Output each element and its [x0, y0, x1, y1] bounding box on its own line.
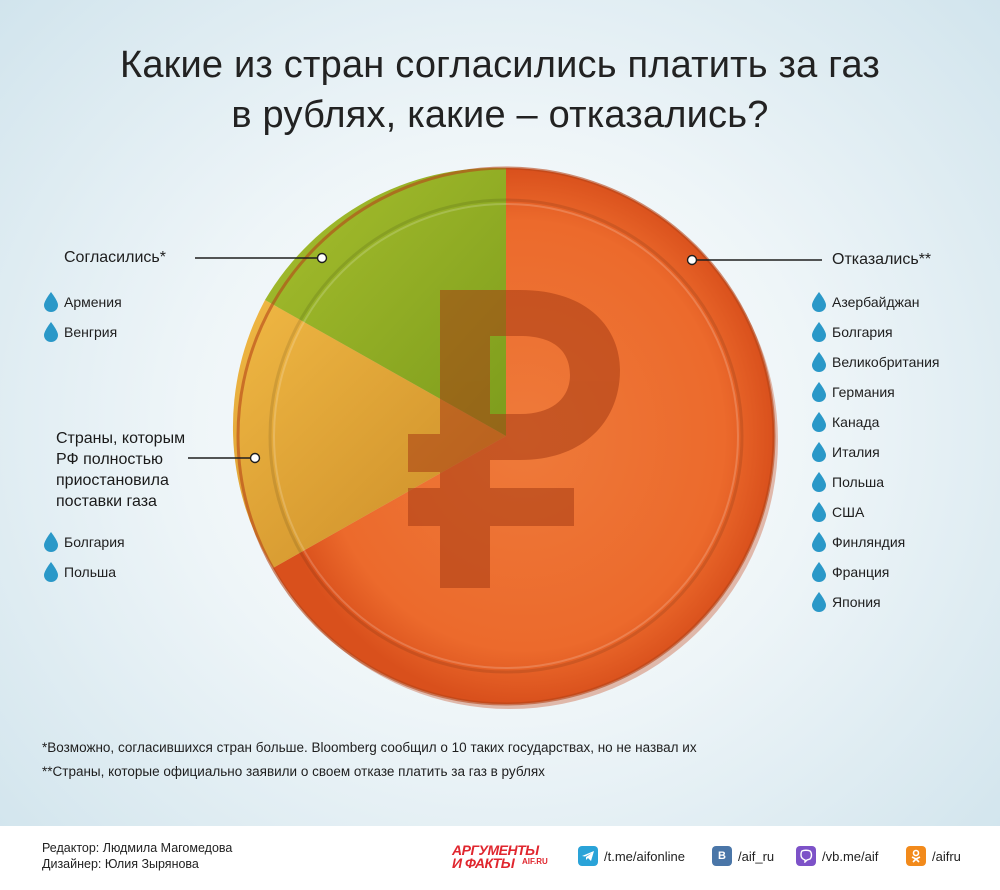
agreed-heading: Согласились*	[64, 249, 166, 266]
title-line-1: Какие из стран согласились платить за га…	[119, 44, 881, 86]
ok-icon	[906, 846, 926, 866]
logo-site: AIF.RU	[522, 857, 548, 866]
country-name: Болгария	[64, 534, 125, 550]
drop-icon	[812, 532, 826, 552]
country-item: Польша	[44, 557, 125, 587]
refused-country-list: Азербайджан Болгария Великобритания Германи…	[812, 287, 940, 617]
drop-icon	[812, 472, 826, 492]
country-name: Германия	[832, 384, 895, 400]
country-name: Канада	[832, 414, 880, 430]
stopped-country-list: Болгария Польша	[44, 527, 125, 587]
stopped-heading-line-4: поставки газа	[56, 493, 157, 510]
country-item: Италия	[812, 437, 940, 467]
country-name: Польша	[64, 564, 117, 580]
country-item: Азербайджан	[812, 287, 940, 317]
designer-credit: Дизайнер: Юлия Зырянова	[42, 857, 199, 871]
drop-icon	[812, 382, 826, 402]
leader-refused	[686, 254, 822, 266]
country-name: Польша	[832, 474, 885, 490]
country-name: Италия	[832, 444, 880, 460]
drop-icon	[44, 322, 58, 342]
viber-link[interactable]: /vb.me/aif	[796, 846, 878, 866]
stopped-heading-line-1: Страны, которым	[56, 430, 186, 447]
logo-line-2: И ФАКТЫ	[452, 855, 515, 871]
country-item: Болгария	[44, 527, 125, 557]
aif-logo[interactable]: АРГУМЕНТЫ И ФАКТЫ AIF.RU	[452, 842, 562, 872]
stopped-heading: Страны, которым РФ полностью приостанови…	[56, 428, 216, 512]
editor-credit: Редактор: Людмила Магомедова	[42, 841, 233, 855]
country-item: Финляндия	[812, 527, 940, 557]
country-name: Япония	[832, 594, 881, 610]
country-item: Великобритания	[812, 347, 940, 377]
telegram-link[interactable]: /t.me/aifonline	[578, 846, 685, 866]
vk-icon: В	[712, 846, 732, 866]
drop-icon	[812, 442, 826, 462]
stopped-heading-line-3: приостановила	[56, 472, 169, 489]
footnote-2: **Страны, которые официально заявили о с…	[42, 764, 545, 779]
viber-icon	[796, 846, 816, 866]
coin-inner-highlight	[273, 203, 739, 669]
vk-handle: /aif_ru	[738, 848, 775, 864]
country-name: Болгария	[832, 324, 893, 340]
coin-inner-ring	[268, 198, 744, 674]
title-line-2: в рублях, какие – отказались?	[231, 94, 769, 136]
country-name: Армения	[64, 294, 122, 310]
country-item: Франция	[812, 557, 940, 587]
country-item: Япония	[812, 587, 940, 617]
leader-agreed	[195, 252, 328, 264]
country-name: Франция	[832, 564, 890, 580]
page-title: Какие из стран согласились платить за га…	[0, 40, 1000, 140]
footer: Редактор: Людмила Магомедова Дизайнер: Ю…	[0, 826, 1000, 890]
ruble-sign	[408, 290, 620, 588]
country-name: Азербайджан	[832, 294, 920, 310]
country-item: Венгрия	[44, 317, 122, 347]
telegram-handle: /t.me/aifonline	[604, 848, 685, 864]
credits: Редактор: Людмила Магомедова Дизайнер: Ю…	[42, 840, 232, 872]
drop-icon	[812, 562, 826, 582]
country-item: США	[812, 497, 940, 527]
footnote-1: *Возможно, согласившихся стран больше. B…	[42, 740, 697, 755]
coin-outer-edge	[236, 166, 776, 706]
drop-icon	[44, 292, 58, 312]
drop-icon	[812, 352, 826, 372]
country-item: Армения	[44, 287, 122, 317]
ok-handle: /aifru	[932, 848, 961, 864]
country-name: США	[832, 504, 865, 520]
country-name: Великобритания	[832, 354, 940, 370]
drop-icon	[44, 562, 58, 582]
drop-icon	[812, 292, 826, 312]
telegram-icon	[578, 846, 598, 866]
refused-heading: Отказались**	[832, 251, 932, 268]
vk-link[interactable]: В /aif_ru	[712, 846, 774, 866]
country-name: Финляндия	[832, 534, 906, 550]
country-name: Венгрия	[64, 324, 118, 340]
drop-icon	[812, 592, 826, 612]
leader-stopped	[188, 452, 261, 464]
viber-handle: /vb.me/aif	[822, 848, 879, 864]
drop-icon	[812, 412, 826, 432]
footnotes: *Возможно, согласившихся стран больше. B…	[42, 736, 697, 784]
drop-icon	[812, 322, 826, 342]
country-item: Германия	[812, 377, 940, 407]
slice-stopped	[232, 300, 506, 568]
country-item: Канада	[812, 407, 940, 437]
country-item: Болгария	[812, 317, 940, 347]
country-item: Польша	[812, 467, 940, 497]
ok-link[interactable]: /aifru	[906, 846, 961, 866]
agreed-country-list: Армения Венгрия	[44, 287, 122, 347]
drop-icon	[812, 502, 826, 522]
logo-line-1: АРГУМЕНТЫ	[452, 842, 539, 858]
stopped-heading-line-2: РФ полностью	[56, 451, 164, 468]
drop-icon	[44, 532, 58, 552]
